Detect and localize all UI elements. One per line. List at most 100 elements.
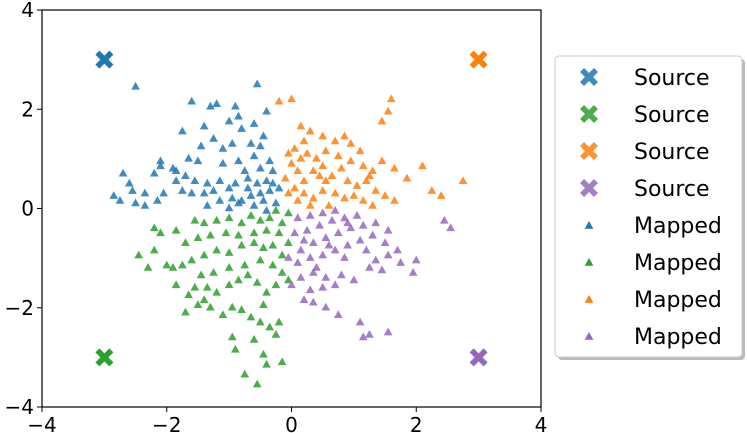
mapped-point [259, 243, 268, 251]
mapped-point [193, 300, 203, 309]
mapped-point [255, 215, 265, 224]
mapped-point [274, 228, 284, 237]
mapped-point [327, 215, 337, 224]
mapped-point [305, 201, 315, 209]
mapped-point [249, 238, 259, 246]
mapped-point [181, 238, 190, 246]
mapped-point [284, 238, 293, 246]
mapped-point [206, 101, 215, 110]
mapped-point [362, 245, 371, 254]
mapped-point [362, 176, 371, 184]
mapped-point [199, 295, 209, 304]
mapped-point [193, 156, 203, 165]
mapped-point [246, 210, 256, 219]
mapped-point [262, 106, 271, 115]
mapped-point [330, 280, 340, 289]
mapped-point [124, 178, 134, 187]
mapped-point [368, 166, 377, 175]
legend-entry: Mapped [584, 288, 722, 313]
mapped-point [209, 134, 218, 142]
source-marker [95, 348, 114, 367]
legend-source-marker [580, 142, 598, 160]
mapped-point [231, 344, 240, 353]
legend-box [554, 55, 743, 358]
mapped-point [402, 173, 412, 182]
mapped-point [268, 178, 278, 187]
mapped-point [305, 253, 315, 261]
legend: Source Source Source Source Mapped Mapped Mapp… [554, 55, 745, 360]
mapped-point [259, 196, 268, 204]
mapped-point [237, 305, 246, 313]
mapped-point [224, 116, 234, 125]
mapped-point [240, 260, 250, 269]
mapped-point [371, 218, 381, 227]
mapped-point [346, 138, 356, 147]
mapped-point [240, 166, 250, 175]
mapped-point [262, 176, 271, 184]
mapped-point [227, 302, 237, 311]
mapped-point [358, 161, 368, 170]
mapped-point [299, 235, 309, 244]
mapped-point [315, 220, 324, 229]
mapped-point [371, 186, 381, 194]
mapped-point [252, 79, 262, 88]
mapped-point [299, 295, 309, 304]
legend-entry: Mapped [584, 251, 722, 276]
mapped-point [246, 191, 256, 199]
mapped-point [290, 183, 299, 192]
mapped-point [212, 215, 221, 224]
mapped-point [131, 81, 140, 90]
mapped-point [293, 213, 303, 222]
mapped-point [212, 287, 221, 296]
mapped-point [249, 335, 259, 343]
mapped-point [231, 101, 240, 110]
mapped-point [321, 146, 331, 155]
mapped-point [418, 161, 427, 170]
mapped-point [284, 208, 293, 217]
mapped-point [249, 119, 259, 127]
mapped-point [305, 126, 315, 135]
mapped-point [224, 203, 234, 212]
mapped-point [199, 250, 209, 259]
source-marker [469, 348, 488, 367]
mapped-point [199, 121, 209, 130]
mapped-point [284, 148, 293, 157]
mapped-point [109, 191, 119, 199]
legend-mapped-marker [584, 332, 594, 340]
mapped-point [252, 277, 262, 286]
mapped-point [321, 233, 331, 242]
mapped-point [177, 186, 187, 194]
legend-label: Source [634, 103, 710, 128]
mapped-point [383, 250, 393, 259]
source-markers [95, 50, 488, 367]
mapped-point [365, 171, 374, 179]
mapped-point [333, 228, 343, 237]
mapped-point [171, 176, 181, 184]
mapped-point [386, 94, 396, 103]
mapped-point [308, 193, 318, 202]
mapped-point [140, 188, 150, 197]
mapped-point [293, 258, 303, 266]
mapped-point [184, 153, 193, 162]
mapped-point [377, 116, 387, 125]
mapped-point [246, 312, 256, 321]
mapped-point [277, 218, 287, 227]
mapped-point [181, 307, 190, 316]
legend-entry: Source [580, 66, 710, 91]
mapped-point [196, 270, 206, 279]
y-tick-label: −2 [5, 296, 34, 320]
mapped-point [355, 146, 365, 155]
mapped-point [315, 171, 324, 179]
mapped-point [446, 223, 455, 232]
mapped-point [340, 193, 349, 202]
mapped-point [190, 176, 200, 184]
mapped-point [149, 168, 159, 177]
mapped-point [240, 369, 250, 378]
mapped-point [411, 255, 421, 264]
legend-entry: Mapped [584, 325, 722, 350]
mapped-point [202, 178, 212, 187]
mapped-point [349, 191, 359, 199]
mapped-point [153, 196, 162, 204]
mapped-point [252, 379, 262, 388]
mapped-point [156, 161, 165, 170]
